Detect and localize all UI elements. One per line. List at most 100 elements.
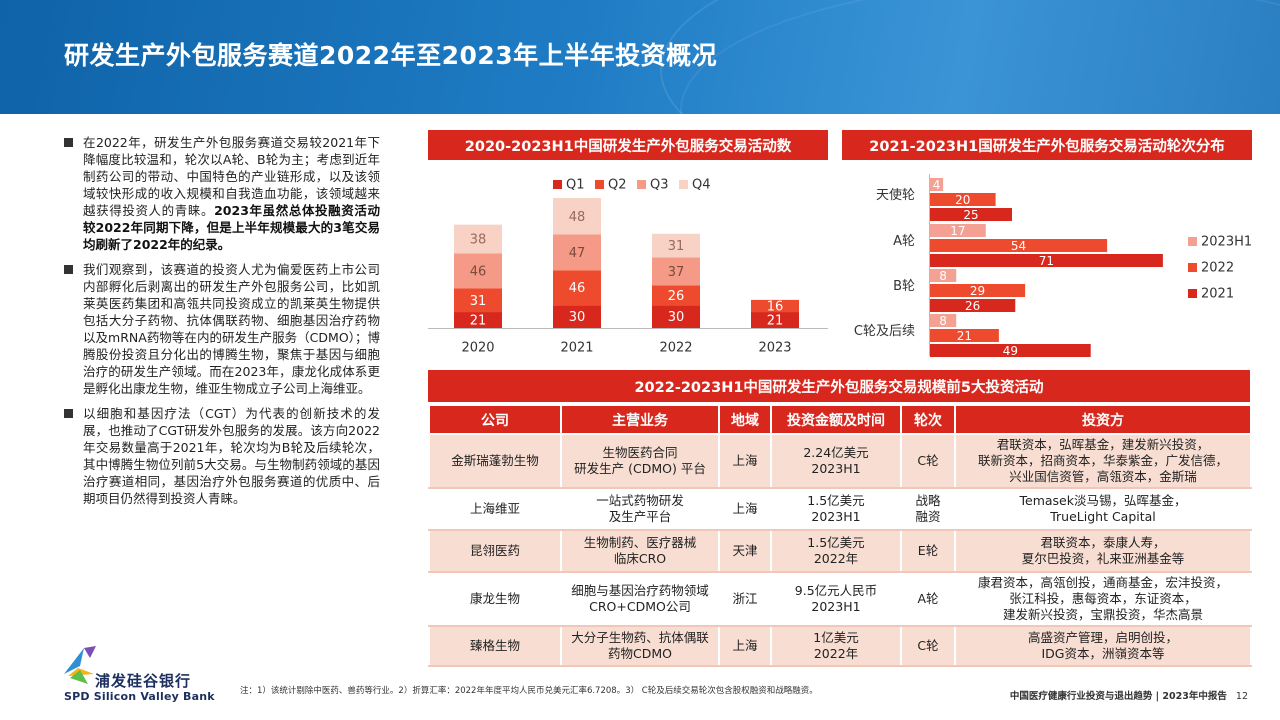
bar-value-label: 30 (668, 310, 685, 325)
cell-amount-line: 2.24亿美元 (803, 445, 869, 460)
table-row: 康龙生物 细胞与基因治疗药物领域 CRO+CDMO公司 浙江 9.5亿元人民币 2023H… (428, 571, 1252, 627)
bar-value-label: 20 (955, 193, 970, 207)
table-row: 昆翎医药 生物制药、医疗器械 临床CRO 天津 1.5亿美元 2022年 E轮 君联资本，泰康… (428, 529, 1252, 573)
paragraph-text: 我们观察到，该赛道的投资人尤为偏爱医药上市公司内部孵化后剥离出的研发生产外包服务… (83, 262, 380, 396)
bar-segment-q1 (652, 305, 700, 328)
cell-amount-line: 2022年 (813, 646, 859, 661)
page-number: 12 (1235, 691, 1248, 702)
legend-swatch-2023h1 (1188, 237, 1197, 246)
column-header: 投资金额及时间 (770, 404, 902, 435)
cell-business-line: 临床CRO (613, 551, 667, 566)
square-bullet-icon (64, 409, 73, 418)
cell-business-line: 及生产平台 (608, 509, 672, 524)
cell-investors-line: 夏尔巴投资，礼来亚洲基金等 (1021, 551, 1185, 566)
cell-amount-line: 1亿美元 (813, 630, 859, 645)
hbar-2021 (930, 344, 1091, 357)
hbar-2023h1 (930, 178, 944, 191)
column-header: 主营业务 (560, 404, 720, 435)
bar-segment-q2 (751, 299, 799, 313)
footnote: 注：1）该统计剔除中医药、兽药等行业。2）折算汇率：2022年年度平均人民币兑美… (240, 686, 818, 696)
bullet-paragraph-3: 以细胞和基因疗法（CGT）为代表的创新技术的发展，也推动了CGT研发外包服务的发… (64, 405, 380, 507)
cell-amount-line: 1.5亿美元 (807, 493, 865, 508)
paragraph-text: 以细胞和基因疗法（CGT）为代表的创新技术的发展，也推动了CGT研发外包服务的发… (83, 406, 380, 506)
bar-value-label: 46 (470, 265, 487, 280)
cell-company: 臻格生物 (428, 625, 562, 667)
bank-logo-en: SPD Silicon Valley Bank (64, 690, 215, 703)
bar-value-label: 54 (1011, 239, 1026, 253)
bar-value-label: 31 (668, 239, 685, 254)
cell-business-line: CRO+CDMO公司 (589, 599, 691, 614)
bar-segment-q1 (553, 305, 601, 328)
bar-value-label: 21 (470, 314, 487, 329)
legend-label-2021: 2021 (1201, 287, 1234, 302)
cell-amount: 2.24亿美元 2023H1 (770, 433, 902, 489)
y-category-label: C轮及后续 (854, 324, 915, 339)
cell-business-line: 生物制药、医疗器械 (583, 535, 697, 550)
bar-value-label: 17 (950, 224, 965, 238)
bank-logo-icon (64, 646, 98, 684)
header-banner: 研发生产外包服务赛道2022年至2023年上半年投资概况 (0, 0, 1280, 114)
paragraph-text: 在2022年，研发生产外包服务赛道交易较2021年下降幅度比较温和，轮次以A轮、… (83, 135, 380, 218)
bar-segment-q3 (652, 257, 700, 286)
cell-round: C轮 (900, 433, 956, 489)
cell-business: 生物医药合同 研发生产 (CDMO) 平台 (560, 433, 720, 489)
cell-amount: 1亿美元 2022年 (770, 625, 902, 667)
legend-swatch-q2 (595, 180, 604, 189)
legend-swatch-q1 (553, 180, 562, 189)
paragraph-bold-text: 2023年虽然总体投融资活动较2022年同期下降，但是上半年规模最大的3笔交易均… (83, 203, 380, 252)
bank-logo-cn: 浦发硅谷银行 (95, 672, 192, 690)
legend-swatch-q3 (637, 180, 646, 189)
cell-investors: 君联资本，弘晖基金，建发新兴投资， 联新资本，招商资本，华泰紫金，广发信德， 兴业国… (954, 433, 1252, 489)
stacked-bar-chart: Q1 Q2 Q3 Q4 21 31 46 38 2020 30 46 47 48 2021 30 26 37 31… (428, 178, 828, 356)
x-tick-label: 2022 (659, 341, 692, 356)
hbar-2022 (930, 239, 1108, 252)
cell-amount-line: 2023H1 (811, 461, 861, 476)
cell-region: 上海 (718, 625, 772, 667)
column-header: 地域 (718, 404, 772, 435)
x-tick-label: 2023 (758, 341, 791, 356)
bar-segment-q3 (454, 253, 502, 289)
bar-value-label: 71 (1039, 254, 1054, 268)
bar-segment-q4 (652, 233, 700, 258)
bar-segment-q4 (553, 198, 601, 235)
chart2-title-banner: 2021-2023H1国研发生产外包服务交易活动轮次分布 (842, 130, 1252, 160)
hbar-2023h1 (930, 269, 957, 282)
cell-business-line: 研发生产 (CDMO) 平台 (574, 461, 706, 476)
bar-value-label: 37 (668, 265, 685, 280)
page-title: 研发生产外包服务赛道2022年至2023年上半年投资概况 (64, 41, 718, 70)
x-tick-label: 2021 (560, 341, 593, 356)
bar-value-label: 29 (970, 284, 985, 298)
cell-company: 康龙生物 (428, 571, 562, 627)
bar-value-label: 30 (569, 310, 586, 325)
legend-label-q2: Q2 (608, 178, 627, 193)
bar-value-label: 16 (767, 299, 784, 314)
header-decoration (660, 0, 1280, 114)
cell-investors: Temasek淡马锡，弘晖基金， TrueLight Capital (954, 487, 1252, 531)
hbar-2021 (930, 254, 1163, 267)
bullet-paragraph-1: 在2022年，研发生产外包服务赛道交易较2021年下降幅度比较温和，轮次以A轮、… (64, 134, 380, 253)
cell-business-line: 细胞与基因治疗药物领域 (571, 583, 709, 598)
bar-value-label: 46 (569, 281, 586, 296)
legend-swatch-2022 (1188, 263, 1197, 272)
legend-label-2022: 2022 (1201, 261, 1234, 276)
bar-segment-q1 (454, 312, 502, 328)
cell-round-line: C轮 (917, 453, 939, 468)
cell-amount: 1.5亿美元 2022年 (770, 529, 902, 573)
table-row: 臻格生物 大分子生物药、抗体偶联 药物CDMO 上海 1亿美元 2022年 C轮 高盛资产管理… (428, 625, 1252, 667)
bar-value-label: 47 (569, 246, 586, 261)
chart2-title: 2021-2023H1国研发生产外包服务交易活动轮次分布 (869, 138, 1225, 155)
cell-round-line: A轮 (917, 591, 939, 606)
cell-investors-line: 君联资本，弘晖基金，建发新兴投资， (996, 437, 1210, 452)
hbar-2022 (930, 193, 996, 206)
bar-value-label: 21 (767, 314, 784, 329)
cell-investors-line: TrueLight Capital (1050, 509, 1156, 524)
chart1-title: 2020-2023H1中国研发生产外包服务交易活动数 (464, 138, 792, 155)
bar-value-label: 26 (965, 299, 980, 313)
cell-investors-line: 高盛资产管理，启明创投， (1027, 630, 1178, 645)
footer: 中国医疗健康行业投资与退出趋势 | 2023年中报告 12 (1010, 688, 1248, 702)
hbar-2023h1 (930, 314, 957, 327)
legend-swatch-q4 (679, 180, 688, 189)
left-text-column: 在2022年，研发生产外包服务赛道交易较2021年下降幅度比较温和，轮次以A轮、… (64, 134, 380, 515)
square-bullet-icon (64, 265, 73, 274)
